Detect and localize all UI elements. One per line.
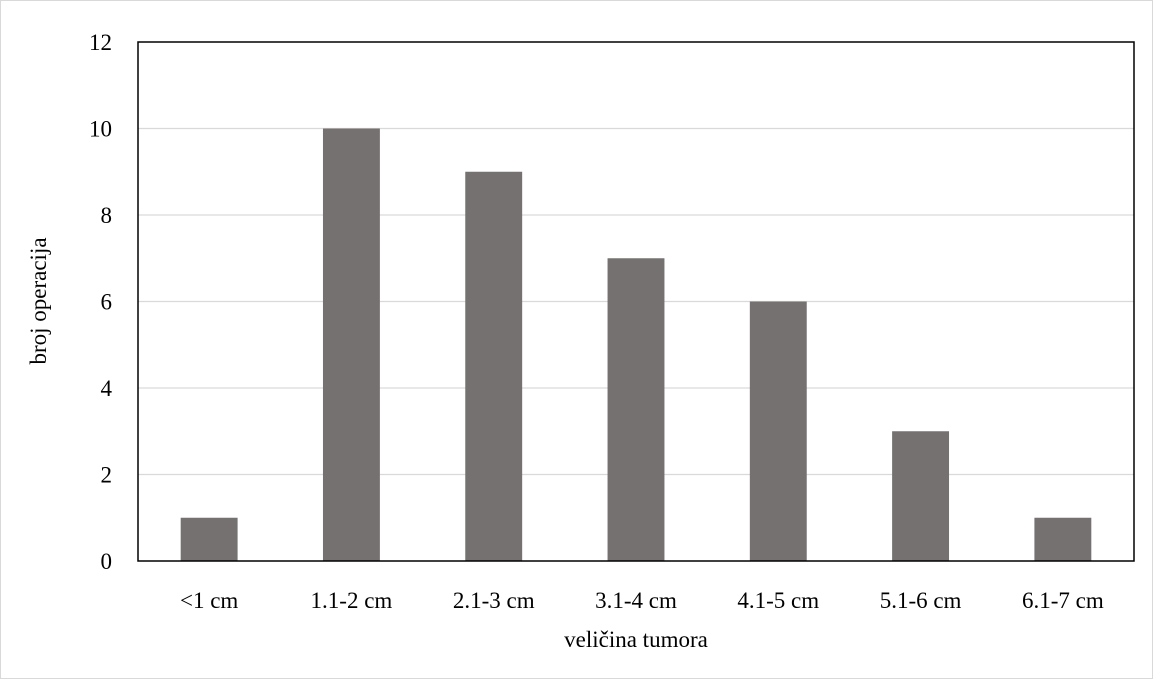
bar: [892, 431, 950, 561]
x-tick-label: 5.1-6 cm: [880, 588, 962, 613]
y-tick-label: 12: [89, 30, 112, 55]
y-tick-label: 2: [101, 463, 113, 488]
bar: [749, 301, 807, 561]
bar: [180, 517, 238, 561]
x-tick-label: <1 cm: [180, 588, 238, 613]
y-tick-label: 10: [89, 117, 112, 142]
x-tick-labels: <1 cm 1.1-2 cm 2.1-3 cm 3.1-4 cm 4.1-5 cm 5.1…: [180, 588, 1104, 613]
x-tick-label: 6.1-7 cm: [1022, 588, 1104, 613]
x-tick-label: 1.1-2 cm: [311, 588, 393, 613]
bar: [1034, 517, 1092, 561]
y-tick-label: 8: [101, 203, 113, 228]
plot-frame: [137, 41, 1135, 562]
bar: [465, 171, 523, 561]
y-tick-labels: 0 2 4 6 8 10 12: [89, 30, 113, 574]
x-axis-title: veličina tumora: [564, 627, 708, 652]
x-tick-label: 4.1-5 cm: [737, 588, 819, 613]
x-tick-label: 3.1-4 cm: [595, 588, 677, 613]
y-tick-label: 0: [101, 549, 113, 574]
y-axis-title: broj operacija: [26, 237, 51, 364]
bar: [322, 128, 380, 561]
x-tick-label: 2.1-3 cm: [453, 588, 535, 613]
bars: [180, 128, 1092, 561]
y-tick-label: 6: [101, 290, 113, 315]
bar: [607, 258, 665, 561]
y-tick-label: 4: [101, 376, 113, 401]
